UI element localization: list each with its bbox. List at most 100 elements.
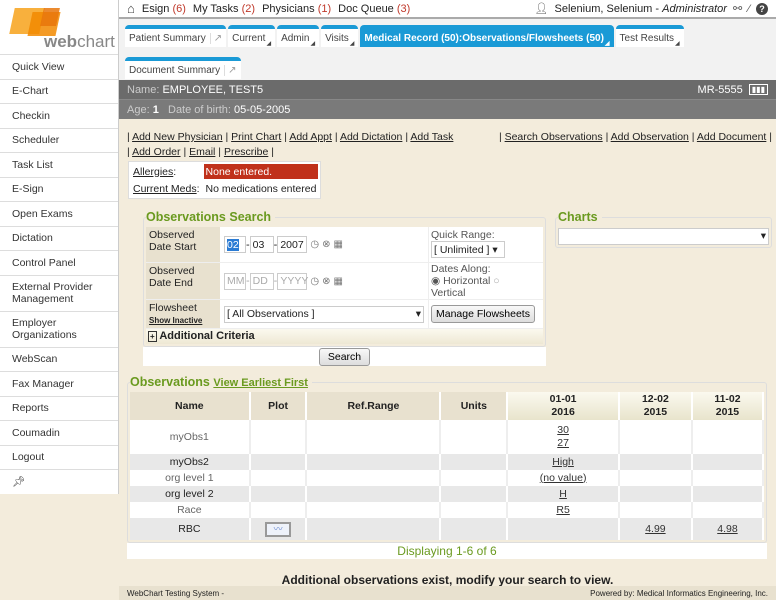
allergies-link[interactable]: Allergies [133,165,174,178]
sidebar-item-scheduler[interactable]: Scheduler [0,127,118,153]
tab-medical-record-observations-flowsheets[interactable]: Medical Record (50):Observations/Flowshe… [360,25,614,47]
observation-value-link[interactable]: 4.99 [645,522,666,535]
wand-icon[interactable]: ⁄ [748,2,750,15]
table-row: myObs1 30 27 [130,420,765,454]
date-column-header[interactable]: 12-02 2015 [618,392,693,420]
sidebar-item-checkin[interactable]: Checkin [0,103,118,128]
sidebar-item-logout[interactable]: Logout [0,444,118,470]
link-print-chart[interactable]: Print Chart [231,131,282,143]
tab-dropdown-icon[interactable]: ◢ [266,41,272,47]
nav-doc-queue[interactable]: Doc Queue (3) [338,2,411,15]
tab-visits[interactable]: Visits ◢ [321,25,359,47]
flowsheet-select[interactable]: [ All Observations ] ▾ [224,305,424,323]
tab-dropdown-icon[interactable]: ◢ [349,41,355,47]
observation-value-link[interactable]: R5 [556,503,570,516]
clear-icon[interactable]: ⊗ [322,239,331,250]
date-column-header[interactable]: 01-01 2016 [507,392,620,420]
horizontal-radio[interactable]: ◉ [431,275,441,287]
clock-icon[interactable]: ◷ [310,239,320,250]
sidebar-item-webscan[interactable]: WebScan [0,346,118,372]
dates-along-label: Dates Along: [431,263,491,275]
sidebar-item-open-exams[interactable]: Open Exams [0,201,118,226]
link-prescribe[interactable]: Prescribe [223,146,269,158]
start-month-input[interactable]: 02 [227,238,239,251]
link-search-observations[interactable]: Search Observations [504,131,603,143]
sidebar-item-fax-manager[interactable]: Fax Manager [0,371,118,396]
show-inactive-link[interactable]: Show Inactive [149,316,203,325]
nav-esign[interactable]: Esign (6) [141,2,186,15]
sidebar-item-reports[interactable]: Reports [0,395,118,421]
value-cell [618,486,693,502]
clock-icon[interactable]: ◷ [310,275,320,287]
sidebar-item-task-list[interactable]: Task List [0,152,118,177]
tab-current[interactable]: Current ◢ [228,25,276,47]
patient-age-bar: Age: 1 Date of birth: 05-05-2005 [119,100,776,119]
observations-title: Observations [130,375,210,389]
charts-select[interactable]: ▾ [558,227,769,245]
sidebar-item-coumadin[interactable]: Coumadin [0,420,118,445]
tab-dropdown-icon[interactable]: ◢ [604,41,610,47]
calendar-icon[interactable]: ▦ [333,239,343,250]
link-add-new-physician[interactable]: Add New Physician [132,131,223,143]
nav-physicians[interactable]: Physicians (1) [262,2,332,15]
quick-range-select[interactable]: [ Unlimited ] ▾ [431,241,505,258]
link-add-observation[interactable]: Add Observation [610,131,689,143]
link-icon[interactable]: ⚯ [732,3,743,15]
tab-patient-summary[interactable]: Patient Summary ↗ [125,25,227,47]
view-earliest-first-link[interactable]: View Earliest First [213,377,308,389]
observation-name: RBC [130,518,251,540]
value-cell: 30 27 [507,420,620,454]
link-add-appt[interactable]: Add Appt [289,131,332,143]
observation-value-link[interactable]: High [552,455,574,468]
observation-value-link[interactable]: H [559,487,567,500]
pin-sidebar-button[interactable]: 📌︎ [0,469,118,494]
open-external-icon[interactable]: ↗ [224,64,237,76]
start-day-input[interactable]: 03 [249,236,274,253]
end-month-input[interactable]: MM [224,272,246,290]
calendar-icon[interactable]: ▦ [333,275,343,287]
start-year-input[interactable]: 2007 [277,236,308,253]
end-year-input[interactable]: YYYY [277,272,308,290]
manage-flowsheets-button[interactable]: Manage Flowsheets [431,305,535,323]
nav-my-tasks[interactable]: My Tasks (2) [192,2,256,15]
additional-criteria-toggle[interactable]: + Additional Criteria [146,329,543,344]
observation-value-link[interactable]: 4.98 [717,522,738,535]
sidebar-item-external-provider-management[interactable]: External Provider Management [0,274,118,311]
observation-value-link[interactable]: (no value) [539,471,587,484]
observation-name: org level 1 [130,470,251,486]
link-add-document[interactable]: Add Document [696,131,767,143]
observation-value-link[interactable]: 27 [557,437,569,449]
observations-search-title: Observations Search [146,210,276,225]
sidebar-item-employer-organizations[interactable]: Employer Organizations [0,310,118,347]
webchart-logo[interactable]: webchart [0,0,118,54]
link-email[interactable]: Email [189,146,216,158]
end-day-input[interactable]: DD [249,272,274,290]
link-add-task[interactable]: Add Task [410,131,454,143]
tab-admin[interactable]: Admin ◢ [277,25,320,47]
plot-thumbnail-icon[interactable]: 〰 [265,521,292,537]
tab-test-results[interactable]: Test Results ◢ [615,25,684,47]
clear-icon[interactable]: ⊗ [322,275,331,287]
sidebar-item-control-panel[interactable]: Control Panel [0,250,118,275]
link-add-order[interactable]: Add Order [132,146,181,158]
observation-value-link[interactable]: 30 [557,424,569,436]
home-icon[interactable]: ⌂ [127,1,135,16]
sidebar-item-quick-view[interactable]: Quick View [0,54,118,79]
tab-dropdown-icon[interactable]: ◢ [310,41,316,47]
value-cell [618,454,693,470]
vertical-radio[interactable]: ○ [493,275,500,287]
tab-dropdown-icon[interactable]: ◢ [675,41,680,47]
bar-chart-icon[interactable]: ▮▮▮ [748,84,768,95]
user-name[interactable]: Selenium, Selenium - Administrator [554,2,727,15]
date-column-header[interactable]: 11-02 2015 [691,392,765,420]
search-button[interactable]: Search [318,348,371,366]
sidebar-item-dictation[interactable]: Dictation [0,225,118,251]
help-icon[interactable]: ? [756,2,768,15]
current-meds-link[interactable]: Current Meds [133,182,197,195]
open-external-icon[interactable]: ↗ [209,32,222,44]
footer-left: WebChart Testing System - [127,588,225,598]
sidebar-item-e-sign[interactable]: E-Sign [0,176,118,202]
link-add-dictation[interactable]: Add Dictation [339,131,403,143]
sidebar-item-e-chart[interactable]: E-Chart [0,78,118,104]
tab-document-summary[interactable]: Document Summary ↗ [125,57,241,79]
